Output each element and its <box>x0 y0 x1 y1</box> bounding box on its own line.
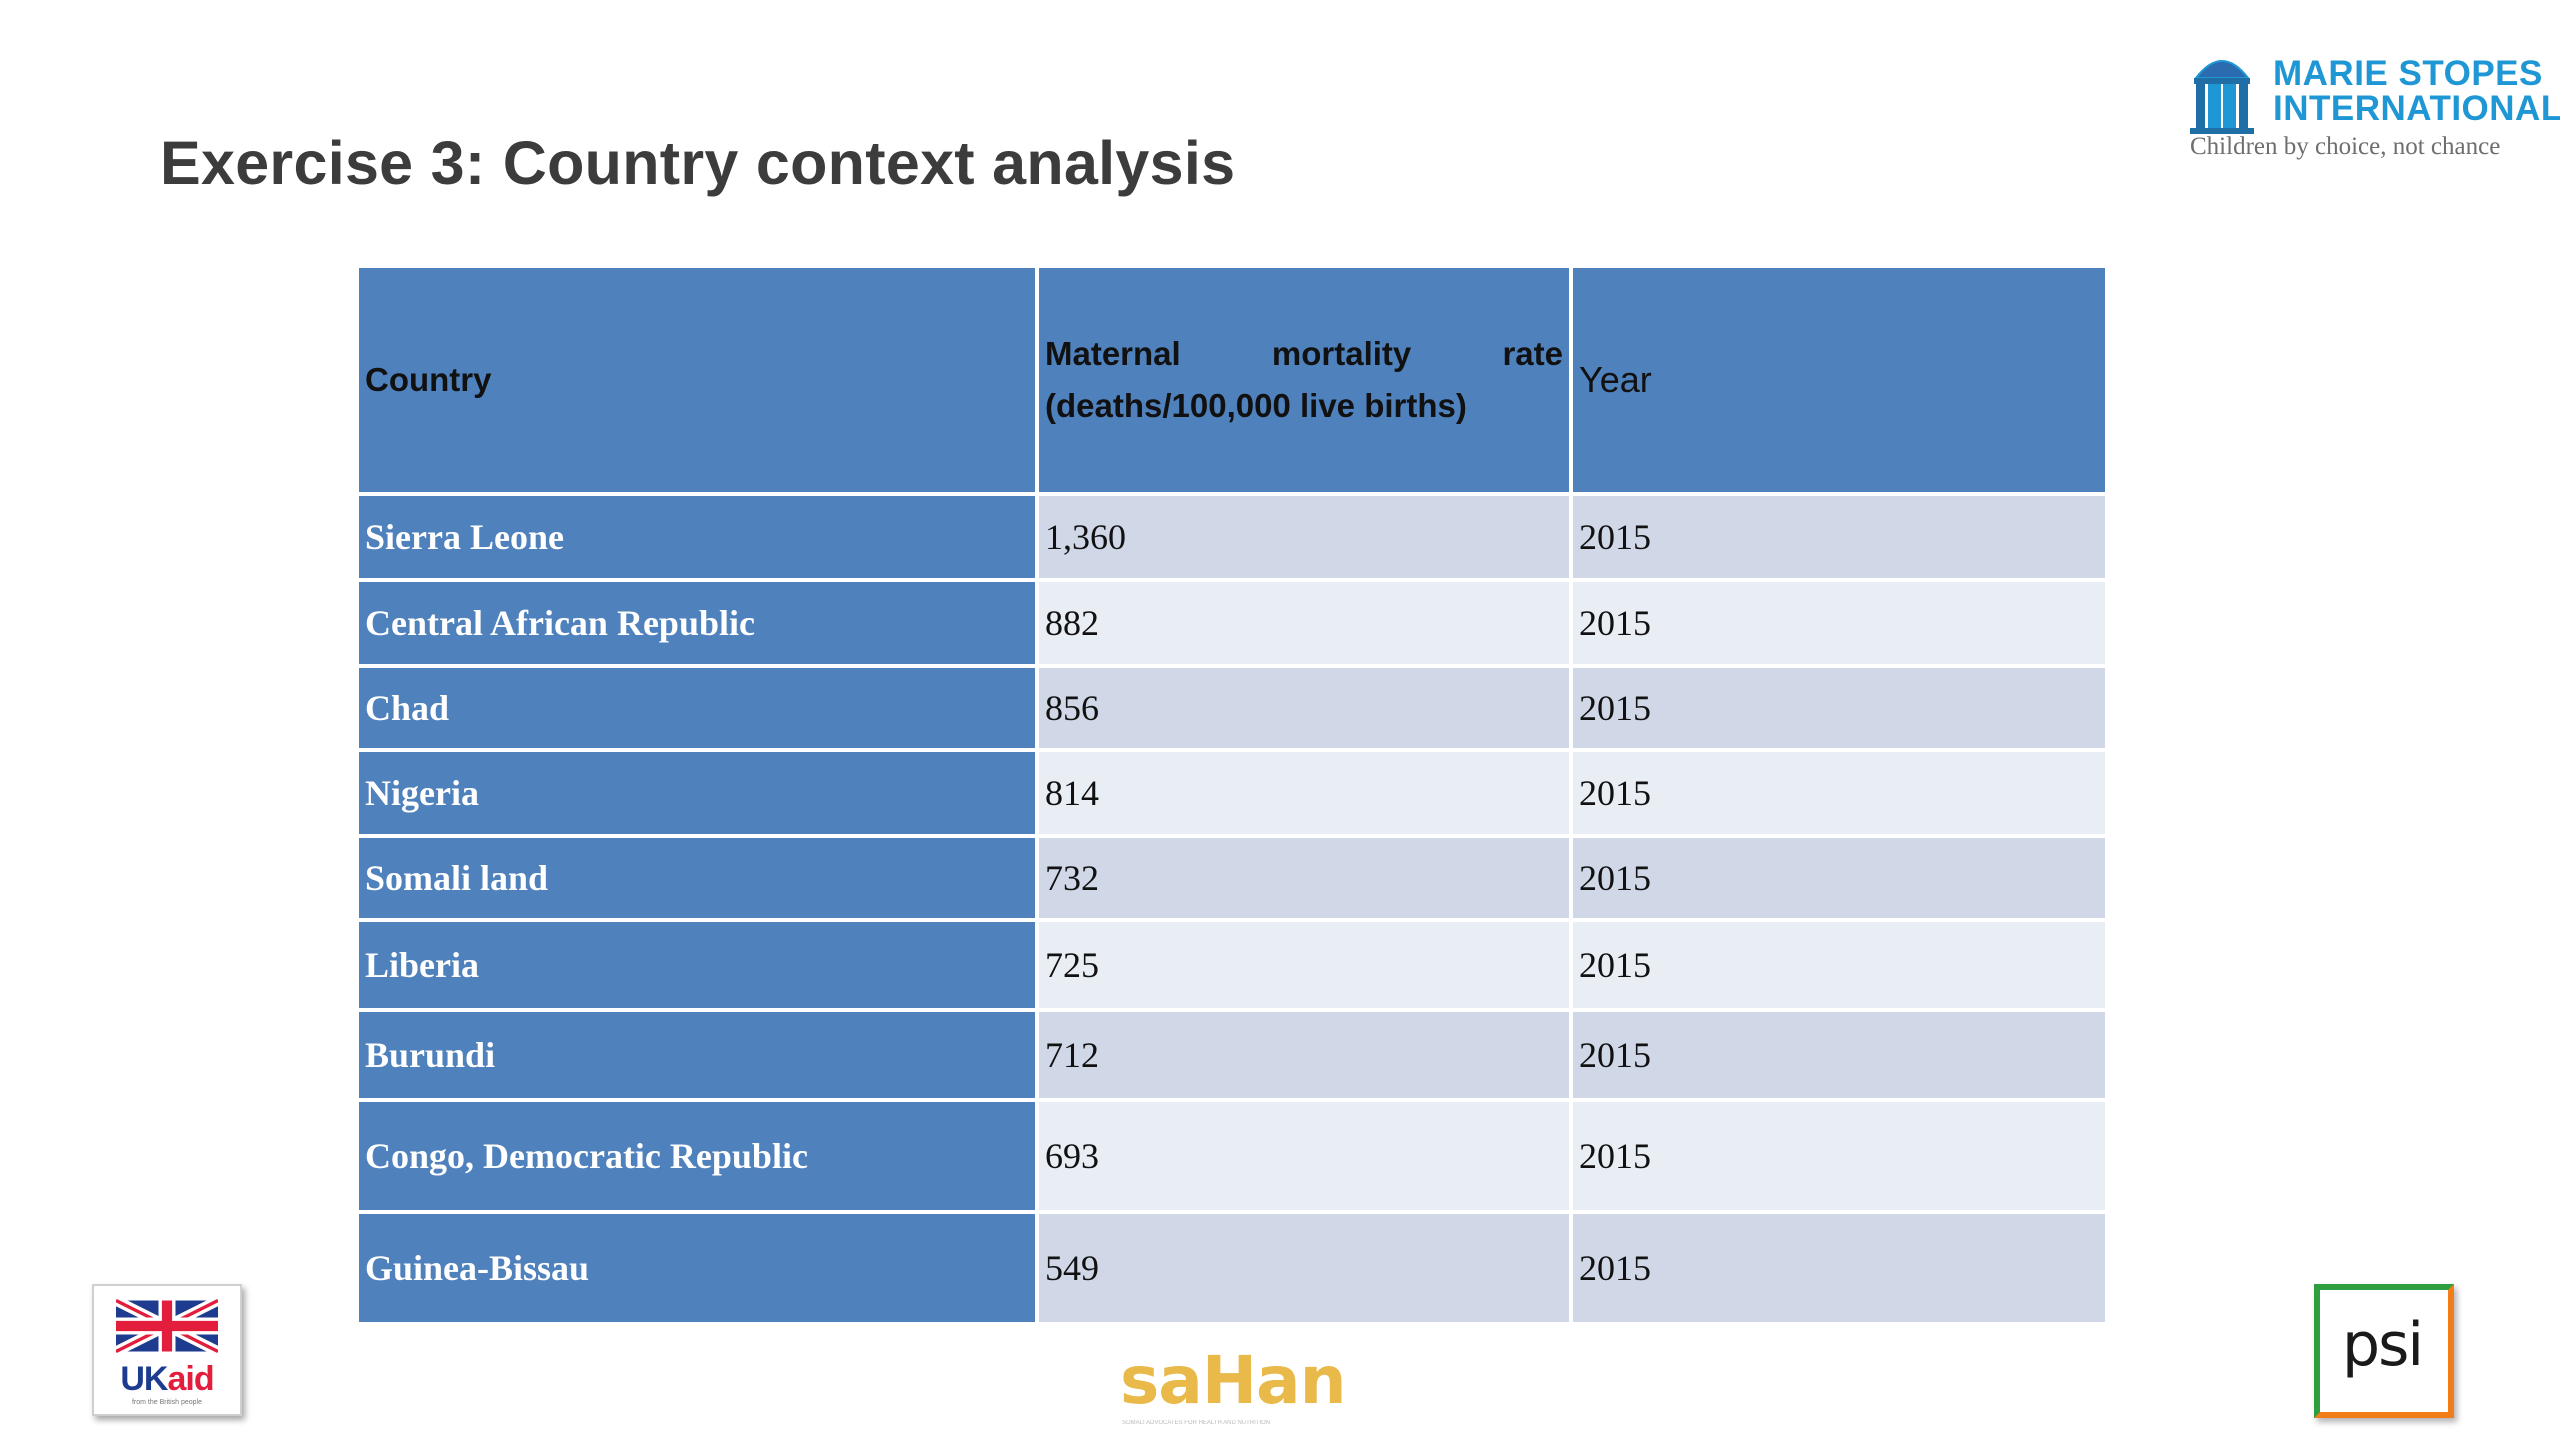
table-row: Nigeria 814 2015 <box>355 748 2109 838</box>
year-cell: 2015 <box>1569 748 2109 838</box>
header-mmr-units: (deaths/100,000 live births) <box>1045 387 1467 424</box>
country-cell: Burundi <box>355 1008 1039 1102</box>
mmr-cell: 856 <box>1035 664 1573 752</box>
header-country: Country <box>355 264 1039 496</box>
table-row: Liberia 725 2015 <box>355 918 2109 1012</box>
msi-door-icon <box>2190 60 2254 134</box>
ukaid-logo: UKaid from the British people <box>92 1284 242 1416</box>
year-cell: 2015 <box>1569 492 2109 582</box>
year-cell: 2015 <box>1569 918 2109 1012</box>
mmr-cell: 814 <box>1035 748 1573 838</box>
mmr-cell: 1,360 <box>1035 492 1573 582</box>
table-row: Central African Republic 882 2015 <box>355 578 2109 668</box>
mmr-cell: 549 <box>1035 1210 1573 1326</box>
sahan-wordmark: saHan <box>1120 1342 1347 1419</box>
ukaid-uk: UK <box>120 1360 168 1398</box>
psi-frame: psi <box>2314 1284 2454 1418</box>
mmr-cell: 693 <box>1035 1098 1573 1214</box>
msi-line1: MARIE STOPES <box>2273 54 2543 93</box>
msi-name: MARIE STOPES INTERNATIONAL <box>2273 56 2560 126</box>
country-cell: Somali land <box>355 834 1039 922</box>
country-cell: Central African Republic <box>355 578 1039 668</box>
country-cell: Nigeria <box>355 748 1039 838</box>
psi-logo: psi <box>2314 1284 2460 1424</box>
table-row: Guinea-Bissau 549 2015 <box>355 1210 2109 1326</box>
table-row: Chad 856 2015 <box>355 664 2109 752</box>
table-header-row: Country Maternal mortality rate (deaths/… <box>355 264 2109 496</box>
year-cell: 2015 <box>1569 578 2109 668</box>
year-cell: 2015 <box>1569 1008 2109 1102</box>
ukaid-wordmark: UKaid <box>94 1360 240 1399</box>
maternal-mortality-table: Country Maternal mortality rate (deaths/… <box>355 264 2109 1326</box>
country-cell: Sierra Leone <box>355 492 1039 582</box>
psi-wordmark: psi <box>2342 1310 2424 1380</box>
msi-tagline: Children by choice, not chance <box>2190 133 2501 160</box>
marie-stopes-logo: MARIE STOPES INTERNATIONAL Children by c… <box>2170 36 2560 166</box>
table-row: Sierra Leone 1,360 2015 <box>355 492 2109 582</box>
header-mmr-word1: Maternal <box>1045 335 1181 372</box>
ukaid-subtitle: from the British people <box>131 1399 203 1406</box>
year-cell: 2015 <box>1569 1210 2109 1326</box>
header-year: Year <box>1569 264 2109 496</box>
header-mmr-word3: rate <box>1502 335 1563 372</box>
ukaid-aid: aid <box>167 1360 214 1398</box>
union-jack-icon <box>116 1296 218 1356</box>
table-row: Burundi 712 2015 <box>355 1008 2109 1102</box>
header-mmr-word2: mortality <box>1271 335 1412 372</box>
year-cell: 2015 <box>1569 834 2109 922</box>
slide-title: Exercise 3: Country context analysis <box>160 129 1236 197</box>
country-cell: Congo, Democratic Republic <box>355 1098 1039 1214</box>
year-cell: 2015 <box>1569 664 2109 752</box>
sahan-logo: saHan SOMALI ADVOCATES FOR HEALTH AND NU… <box>1120 1342 1347 1442</box>
sahan-subtitle: SOMALI ADVOCATES FOR HEALTH AND NUTRITIO… <box>1122 1420 1271 1426</box>
mmr-cell: 882 <box>1035 578 1573 668</box>
table-row: Somali land 732 2015 <box>355 834 2109 922</box>
table-row: Congo, Democratic Republic 693 2015 <box>355 1098 2109 1214</box>
msi-line2: INTERNATIONAL <box>2273 89 2560 128</box>
mmr-cell: 712 <box>1035 1008 1573 1102</box>
header-maternal-mortality: Maternal mortality rate (deaths/100,000 … <box>1035 264 1573 496</box>
year-cell: 2015 <box>1569 1098 2109 1214</box>
mmr-cell: 725 <box>1035 918 1573 1012</box>
country-cell: Chad <box>355 664 1039 752</box>
mmr-cell: 732 <box>1035 834 1573 922</box>
country-cell: Liberia <box>355 918 1039 1012</box>
country-cell: Guinea-Bissau <box>355 1210 1039 1326</box>
